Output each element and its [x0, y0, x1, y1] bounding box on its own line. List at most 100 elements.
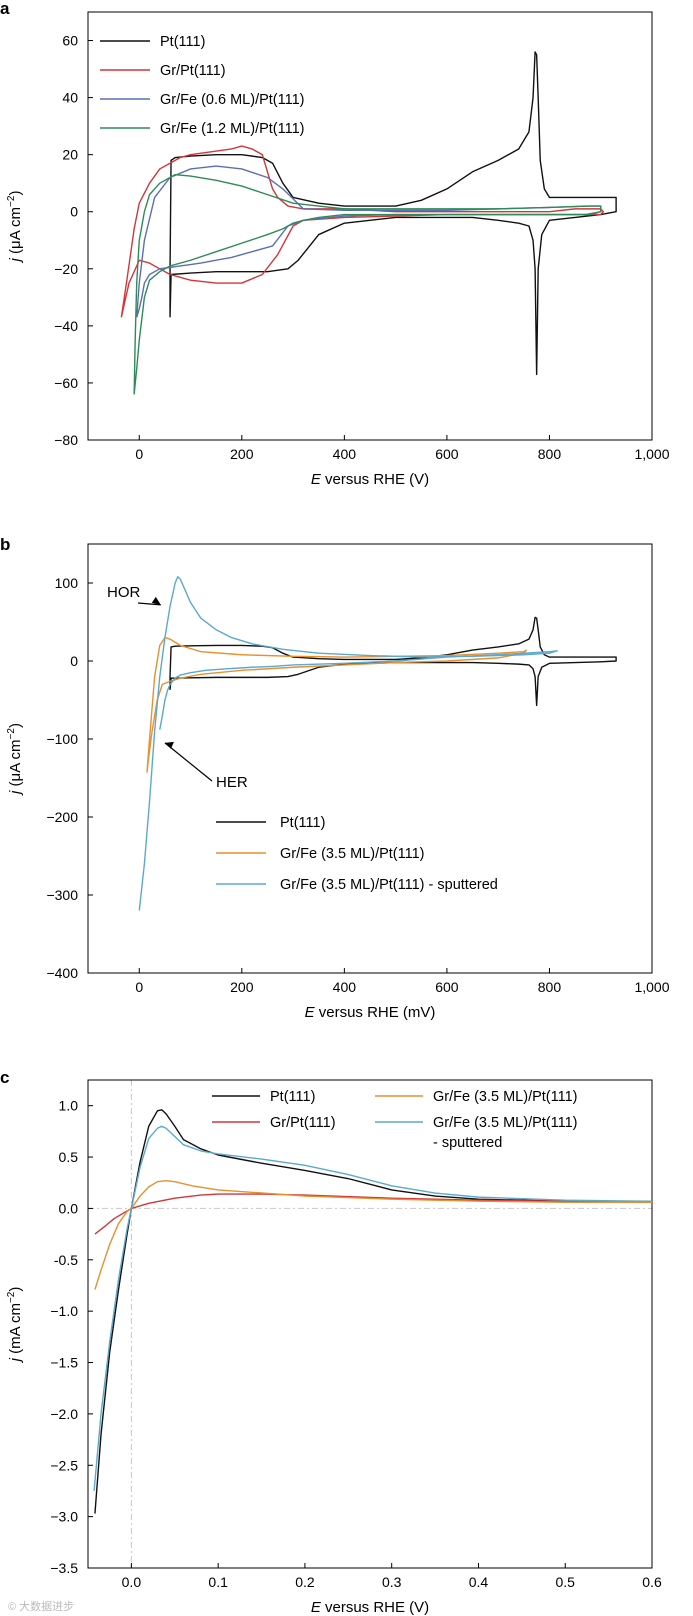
legend-label: Gr/Fe (3.5 ML)/Pt(111)	[433, 1089, 578, 1105]
y-axis-label-sup: −2	[6, 728, 17, 740]
x-axis-label-text: versus RHE (V)	[321, 1599, 429, 1616]
y-axis-label-sup: −2	[6, 1291, 17, 1303]
y-axis-label-close: )	[7, 1287, 24, 1292]
y-tick-label: −200	[46, 809, 78, 825]
y-tick-label: 0	[70, 653, 78, 669]
y-axis-label-text: (mA cm	[7, 1303, 24, 1358]
y-axis-label: j (mA cm−2)	[6, 1287, 24, 1364]
x-tick-label: 1,000	[634, 446, 669, 462]
x-tick-label: 0.3	[382, 1574, 402, 1590]
legend-label: Gr/Fe (3.5 ML)/Pt(111) - sputtered	[280, 877, 498, 893]
y-tick-label: −20	[54, 261, 78, 277]
legend-label: Gr/Fe (0.6 ML)/Pt(111)	[160, 92, 305, 108]
plot-frame	[87, 1079, 653, 1569]
y-tick-label: −300	[46, 887, 78, 903]
x-axis-label-var: E	[311, 1599, 322, 1616]
legend-label: Pt(111)	[270, 1089, 315, 1105]
x-tick-label: 1,000	[634, 979, 669, 995]
y-axis-label: j (μA cm−2)	[6, 191, 24, 264]
y-tick-label: −80	[54, 432, 78, 448]
annotation-her-arrow	[164, 742, 213, 782]
legend-label: Gr/Fe (1.2 ML)/Pt(111)	[160, 121, 305, 137]
chart-panel-c: c 0.0 0.1 0.2 0.3 0.4 0.5 0.6 −3.5 −3.0 −2.5 −2.0 −1…	[0, 1068, 662, 1616]
y-axis-label-var: j	[7, 257, 24, 263]
series-line-gr-fe-3-5-ml-pt-111-	[146, 636, 528, 773]
annotation-hor-label: HOR	[107, 584, 141, 601]
x-tick-label: 0.1	[208, 1574, 228, 1590]
x-tick-label: 200	[230, 446, 254, 462]
y-tick-label: 40	[62, 90, 78, 106]
x-axis-label-text: versus RHE (mV)	[315, 1004, 436, 1021]
y-axis-label-close: )	[7, 723, 24, 728]
series-line-gr-fe-3-5-ml-pt-111-sputtered-return	[159, 665, 273, 730]
y-axis-label-var: j	[7, 1357, 24, 1363]
series-line-gr-pt-111-	[94, 1193, 652, 1235]
x-tick-label: 600	[435, 979, 459, 995]
y-tick-label: -0.5	[54, 1252, 78, 1268]
y-tick-label: −1.0	[50, 1303, 78, 1319]
panel-letter: a	[0, 0, 10, 18]
series-line-gr-fe-1-2-ml-pt-111-	[133, 173, 602, 395]
x-tick-label: 0.2	[295, 1574, 315, 1590]
x-tick-label: 200	[230, 979, 254, 995]
x-tick-label: 0.6	[642, 1574, 662, 1590]
y-tick-label: 60	[62, 33, 78, 49]
y-tick-label: −2.0	[50, 1406, 78, 1422]
series-line-pt-111-	[94, 1109, 652, 1514]
annotation-her-label: HER	[216, 774, 248, 791]
x-axis-label-text: versus RHE (V)	[321, 471, 429, 488]
x-axis-label-var: E	[305, 1004, 316, 1021]
legend-label: Gr/Pt(111)	[270, 1115, 336, 1131]
series-line-pt-111-	[169, 51, 617, 376]
x-tick-label: 600	[435, 446, 459, 462]
panel-letter: b	[0, 535, 10, 554]
y-tick-label: −1.5	[50, 1355, 78, 1371]
series-line-gr-fe-3-5-ml-pt-111-	[94, 1179, 652, 1290]
y-tick-label: 0.5	[59, 1149, 79, 1165]
series-line-gr-fe-3-5-ml-pt-111-sputtered	[138, 576, 558, 911]
series-line-gr-fe-0-6-ml-pt-111-	[136, 165, 602, 318]
plot-frame	[87, 543, 653, 974]
y-tick-label: −400	[46, 965, 78, 981]
y-tick-label: −100	[46, 731, 78, 747]
x-axis-label: E versus RHE (mV)	[305, 1004, 436, 1021]
chart-panel-a: a 0 200 400 600 800 1,000 −80 −60 −40 −20 0 20 40 60 E …	[0, 0, 670, 488]
legend-label: Pt(111)	[280, 815, 325, 831]
series-line-gr-fe-3-5-ml-pt-111-sputtered	[93, 1125, 652, 1492]
x-tick-label: 0.4	[469, 1574, 489, 1590]
legend-label-sputtered: - sputtered	[433, 1135, 502, 1151]
y-tick-label: 0	[70, 204, 78, 220]
x-tick-label: 0	[135, 446, 143, 462]
y-axis-label-text: (μA cm	[7, 207, 24, 258]
y-tick-label: 100	[55, 575, 79, 591]
series-line-gr-pt-111-	[120, 145, 604, 318]
y-axis-label-var: j	[7, 790, 24, 796]
plot-frame	[87, 11, 653, 441]
x-axis-label: E versus RHE (V)	[311, 1599, 429, 1616]
x-tick-label: 400	[333, 979, 357, 995]
legend-label: Gr/Pt(111)	[160, 63, 226, 79]
y-axis-label: j (μA cm−2)	[6, 723, 24, 796]
x-tick-label: 0.5	[555, 1574, 575, 1590]
y-tick-label: −2.5	[50, 1457, 78, 1473]
x-axis-label: E versus RHE (V)	[311, 471, 429, 488]
legend-label: Gr/Fe (3.5 ML)/Pt(111)	[433, 1115, 578, 1131]
y-tick-label: −3.5	[50, 1560, 78, 1576]
y-axis-label-close: )	[7, 191, 24, 196]
panel-letter: c	[0, 1068, 9, 1087]
watermark: © 大数据进步	[8, 1599, 74, 1613]
x-tick-label: 400	[333, 446, 357, 462]
annotation-hor-arrow	[137, 602, 161, 606]
x-tick-label: 800	[538, 979, 562, 995]
y-axis-label-text: (μA cm	[7, 739, 24, 790]
y-tick-label: 20	[62, 147, 78, 163]
x-tick-label: 800	[538, 446, 562, 462]
annotation-hor-arrowhead	[151, 596, 161, 605]
x-tick-label: 0	[135, 979, 143, 995]
x-axis-label-var: E	[311, 471, 322, 488]
x-tick-label: 0.0	[122, 1574, 142, 1590]
legend-label: Pt(111)	[160, 34, 205, 50]
y-tick-label: 1.0	[59, 1098, 79, 1114]
y-tick-label: 0.0	[59, 1200, 79, 1216]
